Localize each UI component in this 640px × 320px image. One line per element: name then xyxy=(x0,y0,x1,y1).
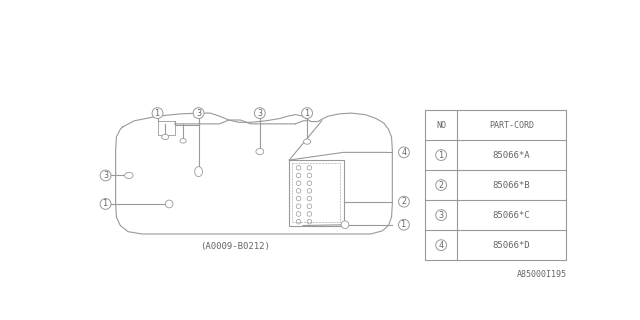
Text: 3: 3 xyxy=(257,108,262,117)
Text: 85066*A: 85066*A xyxy=(493,150,531,160)
Text: 85066*C: 85066*C xyxy=(493,211,531,220)
Ellipse shape xyxy=(303,139,310,144)
Text: PART-CORD: PART-CORD xyxy=(489,121,534,130)
Text: 3: 3 xyxy=(438,211,444,220)
Text: 3: 3 xyxy=(103,171,108,180)
Text: 1: 1 xyxy=(401,220,406,229)
Text: 85066*D: 85066*D xyxy=(493,241,531,250)
Circle shape xyxy=(436,180,447,190)
Circle shape xyxy=(193,108,204,118)
Text: 1: 1 xyxy=(155,108,160,117)
Text: 2: 2 xyxy=(401,197,406,206)
Circle shape xyxy=(152,108,163,118)
Circle shape xyxy=(436,240,447,251)
Text: 4: 4 xyxy=(401,148,406,157)
Ellipse shape xyxy=(125,172,133,179)
Circle shape xyxy=(165,200,173,208)
Text: A85000I195: A85000I195 xyxy=(516,270,566,279)
Bar xyxy=(425,110,566,260)
Text: NO: NO xyxy=(436,121,446,130)
Ellipse shape xyxy=(195,167,202,177)
Circle shape xyxy=(399,147,410,158)
Circle shape xyxy=(254,108,265,118)
Ellipse shape xyxy=(180,139,186,143)
Text: 1: 1 xyxy=(103,199,108,208)
Circle shape xyxy=(399,196,410,207)
Circle shape xyxy=(436,210,447,220)
Text: 1: 1 xyxy=(305,108,310,117)
Circle shape xyxy=(100,198,111,209)
Bar xyxy=(289,160,344,226)
Ellipse shape xyxy=(162,134,169,140)
Text: 3: 3 xyxy=(196,108,201,117)
Bar xyxy=(157,121,175,135)
Circle shape xyxy=(301,108,312,118)
Circle shape xyxy=(436,150,447,160)
Text: 2: 2 xyxy=(438,180,444,189)
Circle shape xyxy=(399,219,410,230)
Ellipse shape xyxy=(256,148,264,155)
Text: 1: 1 xyxy=(438,150,444,160)
Text: (A0009-B0212): (A0009-B0212) xyxy=(200,242,270,251)
Circle shape xyxy=(341,221,349,228)
Text: 4: 4 xyxy=(438,241,444,250)
Bar xyxy=(292,163,340,222)
Circle shape xyxy=(100,170,111,181)
Text: 85066*B: 85066*B xyxy=(493,180,531,189)
